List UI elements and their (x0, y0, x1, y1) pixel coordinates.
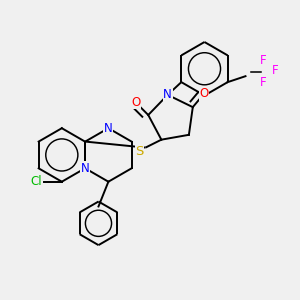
Text: N: N (104, 122, 113, 135)
Text: O: O (131, 96, 140, 109)
Text: F: F (260, 54, 267, 67)
Text: Cl: Cl (30, 175, 42, 188)
Text: N: N (81, 162, 90, 175)
Text: F: F (260, 76, 267, 88)
Text: O: O (200, 87, 209, 100)
Text: N: N (163, 88, 172, 101)
Text: S: S (135, 145, 144, 158)
Text: F: F (272, 64, 278, 77)
